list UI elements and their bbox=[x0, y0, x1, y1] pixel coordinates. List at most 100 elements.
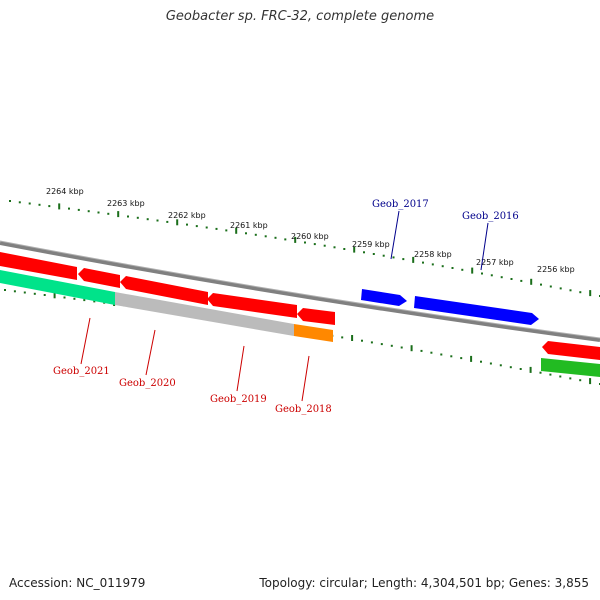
outer-tick-23 bbox=[235, 227, 238, 234]
outer-tick-35 bbox=[353, 246, 356, 253]
outer-tick-7 bbox=[77, 208, 80, 211]
outer-tick-24 bbox=[245, 232, 247, 235]
outer-tick-11 bbox=[117, 211, 120, 218]
outer-tick-55 bbox=[549, 285, 552, 288]
outer-tick-25 bbox=[254, 233, 257, 236]
gene-label-geob-2017[interactable]: Geob_2017 bbox=[372, 199, 429, 210]
inner-tick-52 bbox=[519, 368, 522, 370]
outer-tick-46 bbox=[461, 268, 464, 271]
inner-tick-35 bbox=[351, 335, 354, 341]
inner-tick-57 bbox=[569, 377, 572, 380]
outer-tick-28 bbox=[284, 238, 287, 241]
scale-label-2257: 2257 kbp bbox=[476, 258, 514, 267]
inner-tick-49 bbox=[489, 362, 492, 365]
outer-tick-56 bbox=[559, 287, 562, 290]
outer-tick-2 bbox=[28, 202, 31, 205]
outer-tick-57 bbox=[569, 289, 572, 292]
outer-tick-30 bbox=[304, 241, 306, 244]
outer-tick-49 bbox=[490, 274, 493, 277]
inner-tick-42 bbox=[420, 349, 423, 352]
outer-tick-10 bbox=[107, 212, 110, 215]
outer-tick-0 bbox=[9, 200, 11, 202]
outer-tick-41 bbox=[412, 256, 415, 263]
scale-label-2256: 2256 kbp bbox=[537, 265, 575, 274]
outer-tick-36 bbox=[363, 251, 365, 254]
leader-geob-2021 bbox=[80, 317, 91, 365]
outer-tick-6 bbox=[68, 207, 70, 210]
outer-tick-33 bbox=[333, 246, 336, 249]
outer-tick-50 bbox=[500, 276, 503, 279]
leader-geob-2018 bbox=[301, 355, 310, 402]
cog-segment-teal bbox=[0, 270, 115, 305]
inner-tick-51 bbox=[509, 366, 512, 369]
outer-tick-32 bbox=[323, 244, 326, 247]
inner-tick-5 bbox=[53, 292, 56, 299]
gene-arrow-geob-2018[interactable] bbox=[297, 308, 335, 325]
outer-tick-37 bbox=[372, 253, 375, 255]
outer-tick-53 bbox=[530, 278, 533, 285]
gene-arrow-geob-2016[interactable] bbox=[414, 296, 539, 325]
genome-backbone-highlight bbox=[0, 240, 600, 339]
cog-segment-orange bbox=[294, 324, 333, 342]
inner-tick-38 bbox=[380, 343, 383, 346]
genome-backbone bbox=[0, 241, 600, 342]
outer-tick-51 bbox=[510, 278, 513, 280]
inner-tick-59 bbox=[589, 378, 592, 385]
outer-tick-20 bbox=[205, 226, 208, 229]
gene-label-geob-2020[interactable]: Geob_2020 bbox=[119, 378, 176, 389]
scale-labels: 2264 kbp 2263 kbp 2262 kbp 2261 kbp 2260… bbox=[46, 187, 575, 274]
outer-tick-15 bbox=[156, 219, 159, 222]
outer-tick-59 bbox=[589, 290, 592, 297]
gene-arrow-geob-2021[interactable] bbox=[78, 268, 120, 288]
genome-summary-text: Topology: circular; Length: 4,304,501 bp… bbox=[259, 576, 589, 590]
scale-label-2259: 2259 kbp bbox=[352, 240, 390, 249]
outer-tick-45 bbox=[451, 267, 454, 269]
inner-tick-48 bbox=[480, 360, 482, 363]
inner-tick-45 bbox=[450, 355, 453, 358]
outer-tick-18 bbox=[186, 223, 188, 226]
gene-label-geob-2016[interactable]: Geob_2016 bbox=[462, 211, 519, 222]
outer-tick-48 bbox=[481, 272, 483, 275]
gene-arrow-geob-2017[interactable] bbox=[361, 289, 407, 306]
scale-label-2264: 2264 kbp bbox=[46, 187, 84, 196]
outer-tick-19 bbox=[195, 225, 198, 228]
inner-tick-56 bbox=[559, 375, 562, 378]
inner-tick-44 bbox=[440, 353, 443, 356]
inner-tick-8 bbox=[83, 299, 86, 302]
gene-arrow-left-edge[interactable] bbox=[0, 252, 77, 280]
inner-tick-43 bbox=[430, 351, 433, 354]
gene-arrow-geob-2020[interactable] bbox=[120, 276, 208, 305]
scale-label-2262: 2262 kbp bbox=[168, 211, 206, 220]
cog-segment-gray bbox=[115, 292, 294, 336]
inner-tick-37 bbox=[370, 341, 373, 344]
inner-tick-41 bbox=[410, 345, 413, 352]
outer-tick-12 bbox=[127, 215, 129, 218]
gene-arrow-geob-2019[interactable] bbox=[207, 293, 297, 318]
scale-label-2258: 2258 kbp bbox=[414, 250, 452, 259]
inner-tick-36 bbox=[361, 339, 363, 342]
inner-tick-55 bbox=[549, 373, 552, 376]
outer-tick-52 bbox=[520, 279, 523, 282]
inner-tick-4 bbox=[43, 294, 46, 296]
inner-tick-7 bbox=[73, 297, 76, 300]
outer-tick-4 bbox=[48, 205, 51, 208]
gene-label-geob-2019[interactable]: Geob_2019 bbox=[210, 394, 267, 405]
gene-label-geob-2018[interactable]: Geob_2018 bbox=[275, 404, 332, 415]
inner-tick-1 bbox=[13, 290, 16, 293]
inner-tick-6 bbox=[63, 296, 66, 299]
outer-tick-27 bbox=[274, 236, 277, 239]
inner-tick-58 bbox=[579, 379, 582, 382]
outer-tick-44 bbox=[441, 265, 444, 268]
scale-label-2263: 2263 kbp bbox=[107, 199, 145, 208]
scale-label-2261: 2261 kbp bbox=[230, 221, 268, 230]
gene-arrow-right-edge[interactable] bbox=[542, 341, 600, 360]
outer-tick-39 bbox=[392, 256, 395, 259]
outer-tick-58 bbox=[579, 291, 582, 294]
outer-tick-31 bbox=[313, 243, 316, 246]
outer-tick-26 bbox=[264, 235, 267, 238]
outer-scale-ticks bbox=[9, 200, 600, 297]
inner-tick-34 bbox=[341, 336, 344, 339]
cog-segment-green bbox=[541, 358, 600, 377]
gene-label-geob-2021[interactable]: Geob_2021 bbox=[53, 366, 110, 377]
